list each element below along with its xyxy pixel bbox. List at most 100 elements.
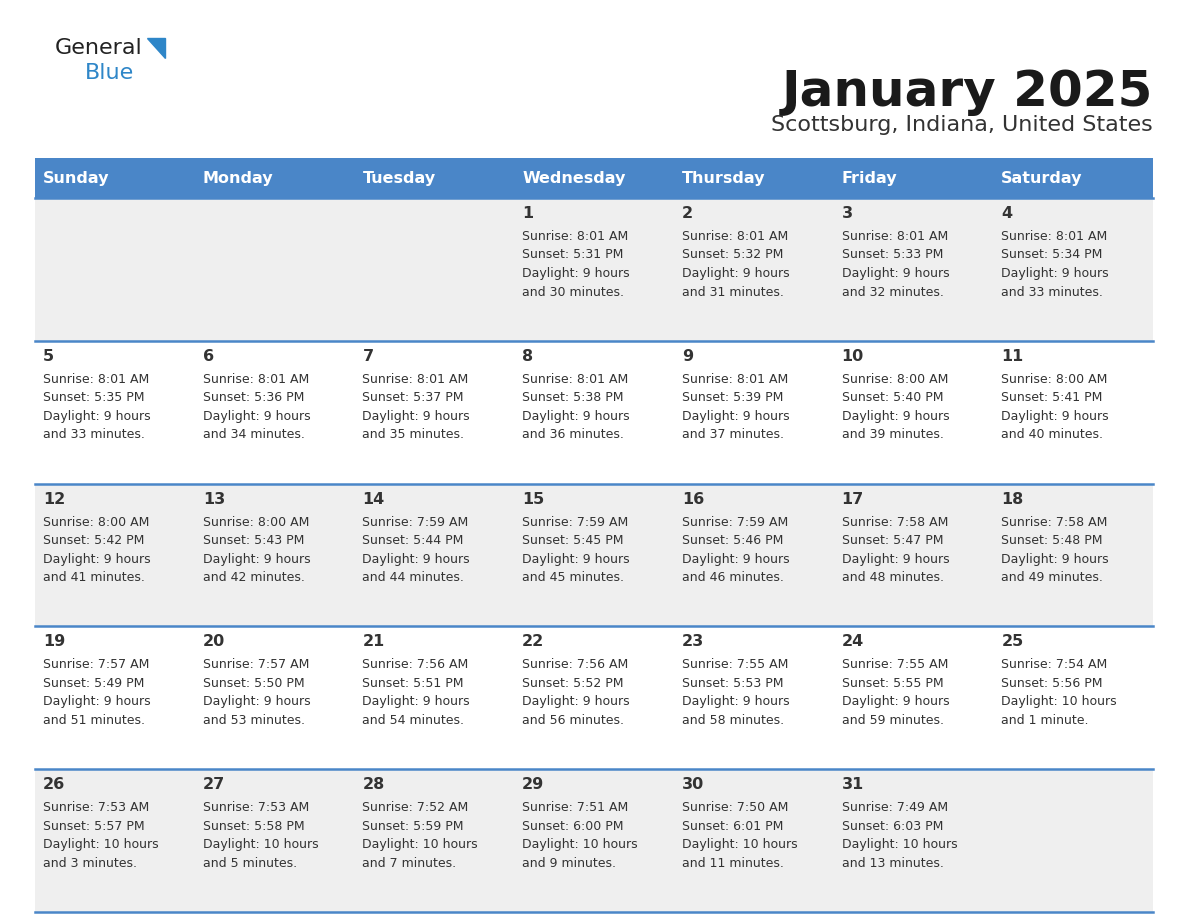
Text: 11: 11 — [1001, 349, 1024, 364]
Text: 5: 5 — [43, 349, 55, 364]
Bar — [34, 158, 195, 198]
Bar — [34, 626, 195, 769]
Text: 12: 12 — [43, 492, 65, 507]
Bar — [514, 341, 674, 484]
Bar — [993, 198, 1154, 341]
Text: 23: 23 — [682, 634, 704, 649]
Text: Tuesday: Tuesday — [362, 171, 436, 185]
Text: Sunrise: 7:56 AM
Sunset: 5:52 PM
Daylight: 9 hours
and 56 minutes.: Sunrise: 7:56 AM Sunset: 5:52 PM Dayligh… — [523, 658, 630, 727]
Text: 10: 10 — [841, 349, 864, 364]
Text: 21: 21 — [362, 634, 385, 649]
Text: 20: 20 — [203, 634, 225, 649]
Text: Sunrise: 7:53 AM
Sunset: 5:58 PM
Daylight: 10 hours
and 5 minutes.: Sunrise: 7:53 AM Sunset: 5:58 PM Dayligh… — [203, 801, 318, 869]
Text: Sunrise: 7:59 AM
Sunset: 5:44 PM
Daylight: 9 hours
and 44 minutes.: Sunrise: 7:59 AM Sunset: 5:44 PM Dayligh… — [362, 516, 470, 584]
Bar — [354, 769, 514, 912]
Bar — [354, 198, 514, 341]
Bar — [514, 484, 674, 626]
Text: Sunrise: 8:00 AM
Sunset: 5:43 PM
Daylight: 9 hours
and 42 minutes.: Sunrise: 8:00 AM Sunset: 5:43 PM Dayligh… — [203, 516, 310, 584]
Text: Sunrise: 8:00 AM
Sunset: 5:41 PM
Daylight: 9 hours
and 40 minutes.: Sunrise: 8:00 AM Sunset: 5:41 PM Dayligh… — [1001, 373, 1108, 442]
Bar — [674, 158, 834, 198]
Text: 15: 15 — [523, 492, 544, 507]
Text: Sunrise: 8:01 AM
Sunset: 5:34 PM
Daylight: 9 hours
and 33 minutes.: Sunrise: 8:01 AM Sunset: 5:34 PM Dayligh… — [1001, 230, 1108, 298]
Text: 16: 16 — [682, 492, 704, 507]
Bar — [514, 769, 674, 912]
Bar — [195, 484, 354, 626]
Polygon shape — [147, 38, 165, 58]
Bar — [195, 769, 354, 912]
Text: 9: 9 — [682, 349, 693, 364]
Bar — [834, 626, 993, 769]
Text: General: General — [55, 38, 143, 58]
Bar — [834, 769, 993, 912]
Text: Sunrise: 8:00 AM
Sunset: 5:40 PM
Daylight: 9 hours
and 39 minutes.: Sunrise: 8:00 AM Sunset: 5:40 PM Dayligh… — [841, 373, 949, 442]
Text: Sunrise: 7:55 AM
Sunset: 5:53 PM
Daylight: 9 hours
and 58 minutes.: Sunrise: 7:55 AM Sunset: 5:53 PM Dayligh… — [682, 658, 790, 727]
Text: Thursday: Thursday — [682, 171, 765, 185]
Text: Sunrise: 8:00 AM
Sunset: 5:42 PM
Daylight: 9 hours
and 41 minutes.: Sunrise: 8:00 AM Sunset: 5:42 PM Dayligh… — [43, 516, 151, 584]
Text: 14: 14 — [362, 492, 385, 507]
Bar — [354, 158, 514, 198]
Text: Sunrise: 7:53 AM
Sunset: 5:57 PM
Daylight: 10 hours
and 3 minutes.: Sunrise: 7:53 AM Sunset: 5:57 PM Dayligh… — [43, 801, 159, 869]
Text: 24: 24 — [841, 634, 864, 649]
Text: Sunrise: 7:51 AM
Sunset: 6:00 PM
Daylight: 10 hours
and 9 minutes.: Sunrise: 7:51 AM Sunset: 6:00 PM Dayligh… — [523, 801, 638, 869]
Text: Sunrise: 7:57 AM
Sunset: 5:50 PM
Daylight: 9 hours
and 53 minutes.: Sunrise: 7:57 AM Sunset: 5:50 PM Dayligh… — [203, 658, 310, 727]
Text: 31: 31 — [841, 778, 864, 792]
Text: Friday: Friday — [841, 171, 897, 185]
Text: 1: 1 — [523, 206, 533, 221]
Text: 2: 2 — [682, 206, 693, 221]
Text: Sunrise: 7:59 AM
Sunset: 5:45 PM
Daylight: 9 hours
and 45 minutes.: Sunrise: 7:59 AM Sunset: 5:45 PM Dayligh… — [523, 516, 630, 584]
Text: Sunrise: 7:49 AM
Sunset: 6:03 PM
Daylight: 10 hours
and 13 minutes.: Sunrise: 7:49 AM Sunset: 6:03 PM Dayligh… — [841, 801, 958, 869]
Text: Sunrise: 8:01 AM
Sunset: 5:38 PM
Daylight: 9 hours
and 36 minutes.: Sunrise: 8:01 AM Sunset: 5:38 PM Dayligh… — [523, 373, 630, 442]
Text: Sunrise: 7:56 AM
Sunset: 5:51 PM
Daylight: 9 hours
and 54 minutes.: Sunrise: 7:56 AM Sunset: 5:51 PM Dayligh… — [362, 658, 470, 727]
Bar — [674, 341, 834, 484]
Bar — [195, 158, 354, 198]
Text: Monday: Monday — [203, 171, 273, 185]
Bar — [34, 341, 195, 484]
Text: 13: 13 — [203, 492, 225, 507]
Text: 6: 6 — [203, 349, 214, 364]
Bar — [674, 626, 834, 769]
Text: 25: 25 — [1001, 634, 1024, 649]
Text: 29: 29 — [523, 778, 544, 792]
Text: Saturday: Saturday — [1001, 171, 1082, 185]
Bar — [34, 484, 195, 626]
Text: Sunrise: 7:59 AM
Sunset: 5:46 PM
Daylight: 9 hours
and 46 minutes.: Sunrise: 7:59 AM Sunset: 5:46 PM Dayligh… — [682, 516, 790, 584]
Bar — [354, 626, 514, 769]
Bar — [674, 198, 834, 341]
Bar — [834, 341, 993, 484]
Bar — [993, 341, 1154, 484]
Text: 8: 8 — [523, 349, 533, 364]
Text: Sunrise: 7:58 AM
Sunset: 5:47 PM
Daylight: 9 hours
and 48 minutes.: Sunrise: 7:58 AM Sunset: 5:47 PM Dayligh… — [841, 516, 949, 584]
Text: 18: 18 — [1001, 492, 1024, 507]
Bar — [993, 158, 1154, 198]
Text: 17: 17 — [841, 492, 864, 507]
Text: Wednesday: Wednesday — [523, 171, 626, 185]
Text: 26: 26 — [43, 778, 65, 792]
Bar — [993, 769, 1154, 912]
Bar — [195, 198, 354, 341]
Text: Sunrise: 7:58 AM
Sunset: 5:48 PM
Daylight: 9 hours
and 49 minutes.: Sunrise: 7:58 AM Sunset: 5:48 PM Dayligh… — [1001, 516, 1108, 584]
Text: 4: 4 — [1001, 206, 1012, 221]
Bar — [354, 484, 514, 626]
Text: Sunrise: 8:01 AM
Sunset: 5:31 PM
Daylight: 9 hours
and 30 minutes.: Sunrise: 8:01 AM Sunset: 5:31 PM Dayligh… — [523, 230, 630, 298]
Bar — [514, 626, 674, 769]
Bar — [834, 198, 993, 341]
Bar — [34, 769, 195, 912]
Text: 7: 7 — [362, 349, 373, 364]
Text: Sunrise: 7:50 AM
Sunset: 6:01 PM
Daylight: 10 hours
and 11 minutes.: Sunrise: 7:50 AM Sunset: 6:01 PM Dayligh… — [682, 801, 797, 869]
Bar — [993, 484, 1154, 626]
Text: Sunrise: 8:01 AM
Sunset: 5:39 PM
Daylight: 9 hours
and 37 minutes.: Sunrise: 8:01 AM Sunset: 5:39 PM Dayligh… — [682, 373, 790, 442]
Bar — [195, 341, 354, 484]
Text: 22: 22 — [523, 634, 544, 649]
Text: 30: 30 — [682, 778, 704, 792]
Bar — [514, 158, 674, 198]
Text: Sunrise: 8:01 AM
Sunset: 5:37 PM
Daylight: 9 hours
and 35 minutes.: Sunrise: 8:01 AM Sunset: 5:37 PM Dayligh… — [362, 373, 470, 442]
Text: 19: 19 — [43, 634, 65, 649]
Bar — [834, 484, 993, 626]
Text: Sunrise: 7:57 AM
Sunset: 5:49 PM
Daylight: 9 hours
and 51 minutes.: Sunrise: 7:57 AM Sunset: 5:49 PM Dayligh… — [43, 658, 151, 727]
Text: Sunrise: 8:01 AM
Sunset: 5:33 PM
Daylight: 9 hours
and 32 minutes.: Sunrise: 8:01 AM Sunset: 5:33 PM Dayligh… — [841, 230, 949, 298]
Bar — [195, 626, 354, 769]
Text: Sunrise: 7:54 AM
Sunset: 5:56 PM
Daylight: 10 hours
and 1 minute.: Sunrise: 7:54 AM Sunset: 5:56 PM Dayligh… — [1001, 658, 1117, 727]
Text: Sunrise: 8:01 AM
Sunset: 5:35 PM
Daylight: 9 hours
and 33 minutes.: Sunrise: 8:01 AM Sunset: 5:35 PM Dayligh… — [43, 373, 151, 442]
Bar — [834, 158, 993, 198]
Text: Sunday: Sunday — [43, 171, 109, 185]
